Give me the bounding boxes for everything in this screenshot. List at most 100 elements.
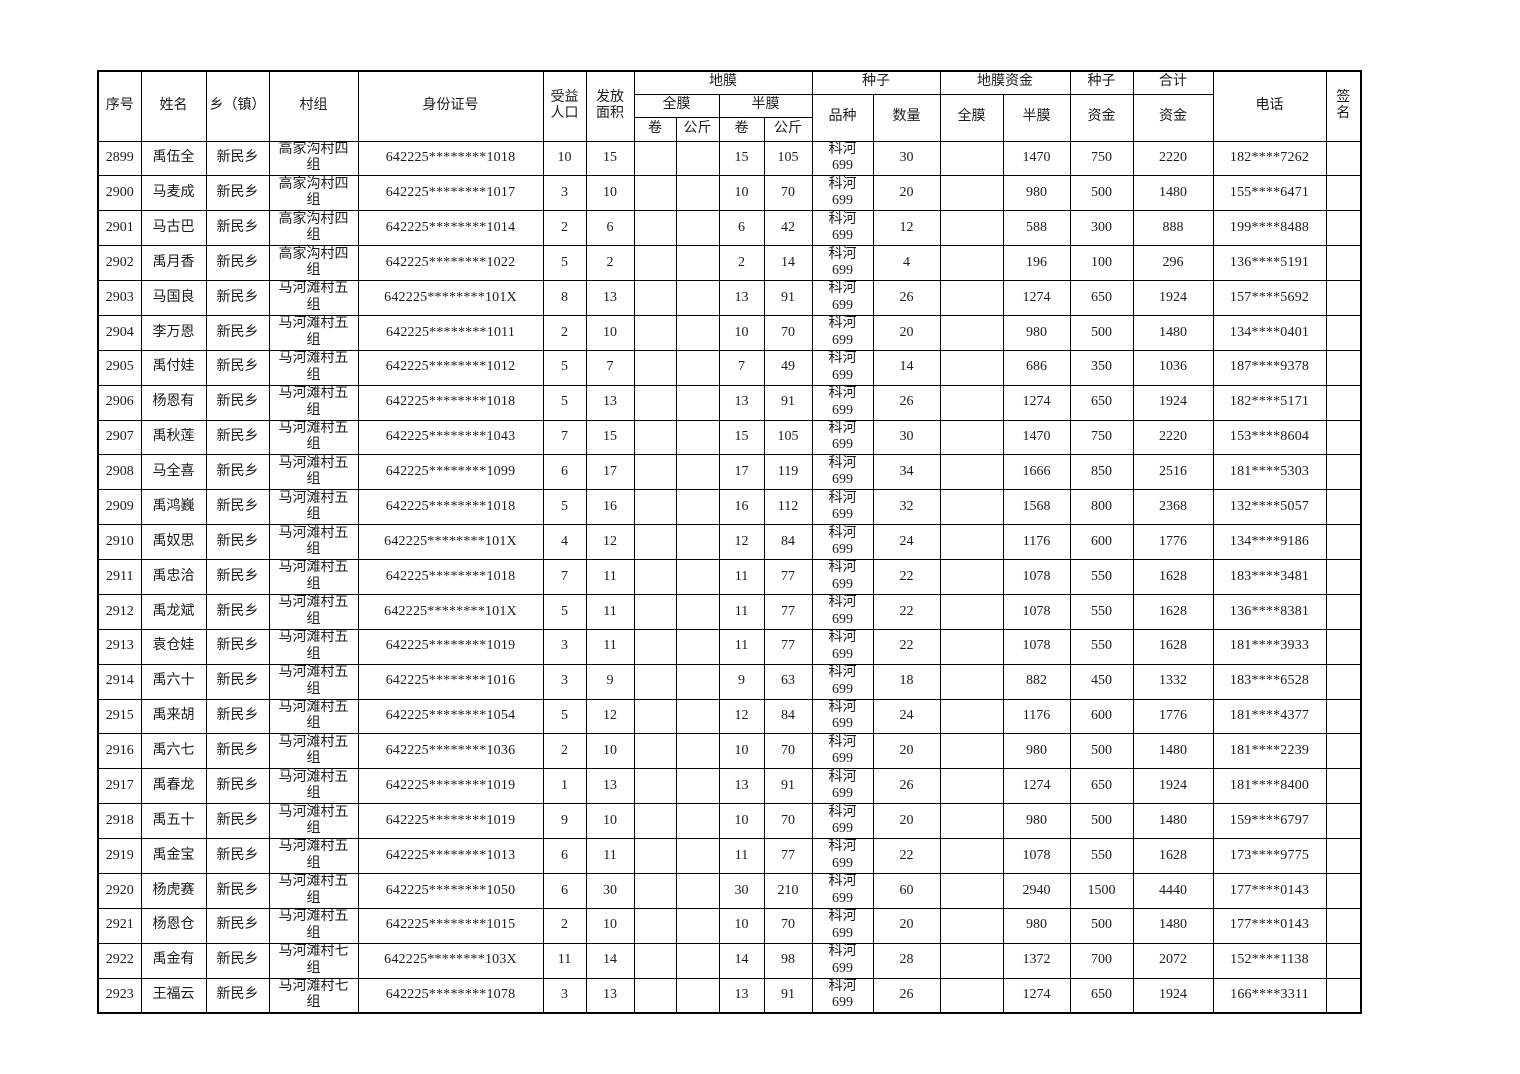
film-fund-half-cell: 980 xyxy=(1002,907,1071,944)
film-fund-full-cell xyxy=(939,210,1004,247)
phone-cell: 132****5057 xyxy=(1212,489,1327,526)
township-cell: 新民乡 xyxy=(205,872,270,909)
village-cell: 马河滩村五 组 xyxy=(268,559,359,595)
half-film-roll-cell: 10 xyxy=(718,733,765,770)
phone-cell: 155****6471 xyxy=(1212,175,1327,212)
full-film-kg-cell xyxy=(675,977,720,1014)
full-film-kg-cell xyxy=(675,280,720,316)
film-fund-half-cell: 980 xyxy=(1002,175,1071,212)
serial-cell: 2909 xyxy=(97,489,142,526)
signature-cell xyxy=(1325,768,1362,805)
id-number-cell: 642225********1078 xyxy=(357,977,544,1014)
serial-cell: 2922 xyxy=(97,942,142,979)
id-number-cell: 642225********1050 xyxy=(357,872,544,909)
phone-cell: 187****9378 xyxy=(1212,349,1327,386)
village-cell: 马河滩村五 组 xyxy=(268,593,359,630)
township-cell: 新民乡 xyxy=(205,175,270,212)
seed-fund-cell: 500 xyxy=(1069,803,1134,839)
table-row: 2904 李万恩 新民乡 马河滩村五 组 642225********1011 2 10 10… xyxy=(97,314,1362,351)
half-film-roll-cell: 17 xyxy=(718,454,765,491)
name-cell: 禹奴思 xyxy=(140,524,207,560)
seed-variety-cell: 科河 699 xyxy=(811,210,874,247)
seed-variety-cell: 科河 699 xyxy=(811,768,874,805)
phone-cell: 153****8604 xyxy=(1212,419,1327,456)
village-cell: 马河滩村五 组 xyxy=(268,838,359,874)
total-fund-cell: 1628 xyxy=(1132,559,1214,595)
half-film-kg-cell: 119 xyxy=(763,454,813,491)
col-header-village: 村组 xyxy=(268,70,359,142)
full-film-kg-cell xyxy=(675,349,720,386)
seed-variety-cell: 科河 699 xyxy=(811,942,874,979)
serial-cell: 2917 xyxy=(97,768,142,805)
beneficiary-population-cell: 7 xyxy=(542,419,587,456)
seed-variety-cell: 科河 699 xyxy=(811,559,874,595)
film-fund-full-cell xyxy=(939,663,1004,700)
half-film-kg-cell: 105 xyxy=(763,140,813,177)
film-fund-half-cell: 980 xyxy=(1002,803,1071,839)
village-cell: 马河滩村五 组 xyxy=(268,663,359,700)
beneficiary-population-cell: 3 xyxy=(542,175,587,212)
table-row: 2906 杨恩有 新民乡 马河滩村五 组 642225********1018 5 13 13… xyxy=(97,384,1362,421)
village-cell: 马河滩村五 组 xyxy=(268,280,359,316)
name-cell: 禹金宝 xyxy=(140,838,207,874)
township-cell: 新民乡 xyxy=(205,942,270,979)
signature-cell xyxy=(1325,593,1362,630)
full-film-kg-cell xyxy=(675,907,720,944)
half-film-roll-cell: 11 xyxy=(718,593,765,630)
full-film-kg-cell xyxy=(675,489,720,526)
village-cell: 高家沟村四 组 xyxy=(268,210,359,247)
beneficiary-population-cell: 3 xyxy=(542,628,587,665)
beneficiary-population-cell: 5 xyxy=(542,349,587,386)
id-number-cell: 642225********1012 xyxy=(357,349,544,386)
id-number-cell: 642225********1018 xyxy=(357,489,544,526)
full-film-kg-cell xyxy=(675,872,720,909)
half-film-kg-cell: 14 xyxy=(763,245,813,281)
table-row: 2913 袁仓娃 新民乡 马河滩村五 组 642225********1019 3 11 11… xyxy=(97,628,1362,665)
seed-fund-cell: 500 xyxy=(1069,314,1134,351)
id-number-cell: 642225********1019 xyxy=(357,803,544,839)
issued-area-cell: 13 xyxy=(585,280,635,316)
col-header-half-film-kg: 公斤 xyxy=(763,116,813,142)
half-film-kg-cell: 70 xyxy=(763,803,813,839)
serial-cell: 2906 xyxy=(97,384,142,421)
col-header-total-fund-bottom: 资金 xyxy=(1132,93,1214,142)
name-cell: 李万恩 xyxy=(140,314,207,351)
seed-variety-cell: 科河 699 xyxy=(811,489,874,526)
full-film-roll-cell xyxy=(633,314,677,351)
film-fund-full-cell xyxy=(939,280,1004,316)
signature-cell xyxy=(1325,140,1362,177)
total-fund-cell: 1924 xyxy=(1132,280,1214,316)
film-fund-half-cell: 196 xyxy=(1002,245,1071,281)
id-number-cell: 642225********1017 xyxy=(357,175,544,212)
issued-area-cell: 16 xyxy=(585,489,635,526)
serial-cell: 2905 xyxy=(97,349,142,386)
col-header-phone: 电话 xyxy=(1212,70,1327,142)
table-row: 2903 马国良 新民乡 马河滩村五 组 642225********101X 8 13 13… xyxy=(97,280,1362,316)
film-fund-half-cell: 1078 xyxy=(1002,838,1071,874)
film-fund-half-cell: 1078 xyxy=(1002,593,1071,630)
total-fund-cell: 1924 xyxy=(1132,384,1214,421)
half-film-kg-cell: 105 xyxy=(763,419,813,456)
beneficiary-population-cell: 5 xyxy=(542,593,587,630)
phone-cell: 136****5191 xyxy=(1212,245,1327,281)
beneficiary-population-cell: 4 xyxy=(542,524,587,560)
name-cell: 王福云 xyxy=(140,977,207,1014)
film-fund-half-cell: 1176 xyxy=(1002,698,1071,735)
film-fund-full-cell xyxy=(939,907,1004,944)
full-film-kg-cell xyxy=(675,175,720,212)
serial-cell: 2920 xyxy=(97,872,142,909)
signature-cell xyxy=(1325,524,1362,560)
full-film-roll-cell xyxy=(633,663,677,700)
col-header-serial: 序号 xyxy=(97,70,142,142)
full-film-roll-cell xyxy=(633,489,677,526)
issued-area-cell: 12 xyxy=(585,698,635,735)
col-header-seed-fund-bottom: 资金 xyxy=(1069,93,1134,142)
id-number-cell: 642225********1016 xyxy=(357,663,544,700)
name-cell: 马全喜 xyxy=(140,454,207,491)
issued-area-cell: 10 xyxy=(585,733,635,770)
full-film-kg-cell xyxy=(675,803,720,839)
issued-area-cell: 2 xyxy=(585,245,635,281)
signature-cell xyxy=(1325,314,1362,351)
full-film-roll-cell xyxy=(633,698,677,735)
full-film-roll-cell xyxy=(633,593,677,630)
